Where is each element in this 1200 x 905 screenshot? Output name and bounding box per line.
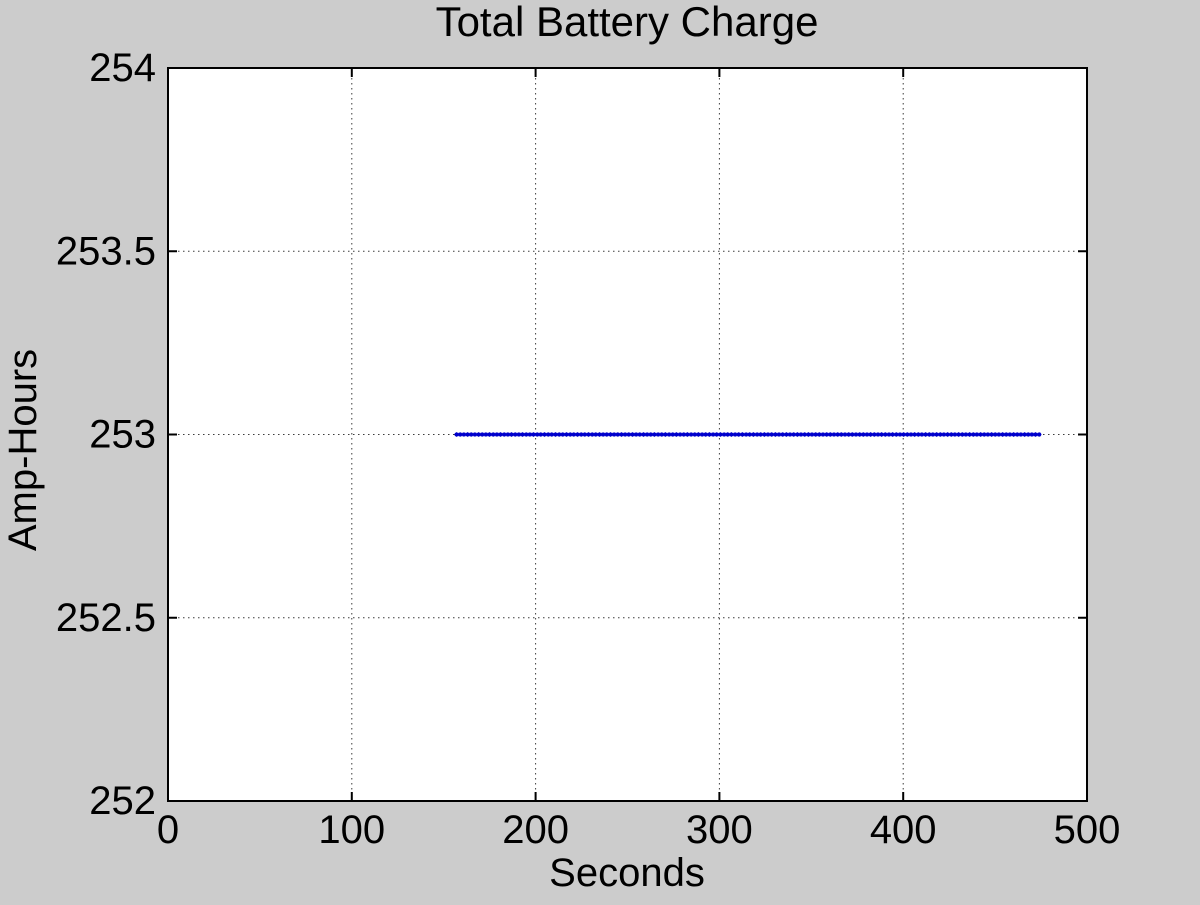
x-tick-label: 300 <box>686 808 753 852</box>
y-tick-label: 252 <box>89 779 156 823</box>
x-tick-label: 400 <box>870 808 937 852</box>
chart-title: Total Battery Charge <box>436 0 819 45</box>
y-tick-label: 253 <box>89 413 156 457</box>
y-tick-labels: 252 252.5 253 253.5 254 <box>56 46 156 823</box>
x-tick-label: 0 <box>157 808 179 852</box>
axes-frame <box>167 67 1088 802</box>
y-axis-label: Amp-Hours <box>1 349 45 551</box>
x-tick-label: 100 <box>318 808 385 852</box>
x-tick-label: 200 <box>502 808 569 852</box>
data-series-markers <box>454 432 1042 437</box>
y-tick-label: 253.5 <box>56 229 156 273</box>
x-tick-labels: 0 100 200 300 400 500 <box>157 808 1121 852</box>
y-tick-label: 254 <box>89 46 156 90</box>
x-tick-label: 500 <box>1054 808 1121 852</box>
series-total-battery-charge-markers <box>454 432 1042 437</box>
y-tick-label: 252.5 <box>56 596 156 640</box>
x-axis-label: Seconds <box>549 851 705 895</box>
